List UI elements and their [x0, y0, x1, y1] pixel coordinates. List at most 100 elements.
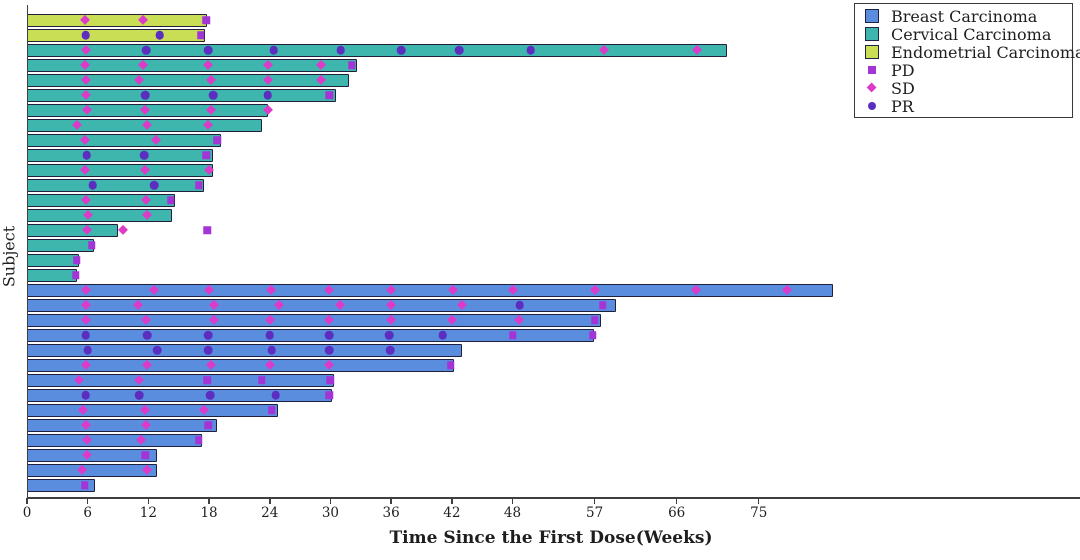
y-axis-spine [26, 5, 29, 498]
x-tick-label: 0 [22, 505, 32, 521]
marker-pd-square [508, 331, 517, 339]
color-swatch [865, 45, 879, 59]
swimmer-bar [27, 298, 616, 312]
marker-pd-square [589, 331, 597, 339]
swimmer-bar [27, 163, 214, 177]
marker-pd-square [202, 16, 210, 24]
x-tick [26, 498, 28, 504]
marker-pr-circle [269, 45, 279, 55]
marker-pd-square [203, 376, 211, 384]
marker-pd-square [447, 361, 455, 369]
x-tick-label: 66 [668, 505, 686, 521]
swimmer-bar [27, 418, 218, 432]
color-swatch [865, 9, 879, 23]
sd-marker-glyph [866, 82, 878, 94]
marker-pr-circle [81, 30, 90, 40]
x-tick [208, 498, 210, 504]
y-axis-title: Subject [0, 225, 19, 288]
legend-label: Cervical Carcinoma [891, 24, 1052, 44]
swimmer-bar [27, 178, 204, 192]
legend-box: Breast Carcinoma Cervical Carcinoma Endome… [854, 3, 1080, 118]
x-tick [593, 498, 596, 504]
marker-pr-circle [267, 345, 277, 355]
marker-pd-square [213, 136, 221, 144]
swimmer-bar [27, 43, 727, 57]
marker-pd-square [195, 181, 203, 189]
color-swatch [865, 27, 879, 41]
marker-pr-circle [325, 330, 334, 340]
marker-pd-square [87, 241, 96, 249]
marker-pr-circle [142, 45, 151, 55]
legend-label: SD [891, 78, 915, 98]
x-tick-label: 30 [321, 505, 340, 521]
x-tick [675, 498, 678, 504]
marker-pr-circle [203, 45, 213, 55]
swimmer-bar [27, 238, 94, 252]
marker-pr-circle [336, 45, 345, 55]
marker-pr-circle [81, 390, 90, 400]
marker-pr-circle [141, 90, 150, 100]
marker-sd-diamond [117, 224, 129, 236]
marker-pr-circle [396, 45, 406, 55]
swimmer-bar [27, 148, 214, 162]
marker-pr-circle [265, 330, 275, 340]
swimmer-bar [27, 253, 79, 267]
swimmer-bar [27, 28, 206, 42]
legend-item: Cervical Carcinoma [861, 24, 1066, 44]
legend-diamond-icon [861, 82, 883, 94]
marker-pd-square [599, 301, 607, 309]
marker-pd-square [141, 451, 150, 459]
marker-pr-circle [203, 330, 213, 340]
marker-pr-circle [325, 345, 334, 355]
legend-label: Endometrial Carcinoma [891, 42, 1080, 62]
swimmer-bar [27, 88, 336, 102]
x-tick-label: 6 [83, 505, 92, 521]
x-tick [329, 498, 332, 504]
x-tick-label: 57 [585, 505, 604, 521]
legend-circle-icon [861, 101, 883, 111]
legend-swatch-icon [861, 45, 883, 59]
swimmer-bar [27, 463, 158, 477]
marker-pd-square [257, 376, 266, 384]
swimmer-bar [27, 58, 357, 72]
marker-pr-circle [526, 45, 536, 55]
marker-pr-circle [515, 300, 525, 310]
marker-pd-square [326, 376, 335, 384]
marker-pd-square [268, 406, 276, 414]
marker-pr-circle [205, 390, 215, 400]
marker-pr-circle [82, 150, 91, 160]
x-tick [757, 498, 760, 504]
x-tick-label: 42 [443, 505, 461, 521]
swimmer-bar [27, 433, 202, 447]
pd-marker-glyph [868, 66, 876, 74]
marker-pd-square [71, 271, 80, 279]
marker-pd-square [590, 316, 599, 324]
legend-label: Breast Carcinoma [891, 6, 1038, 26]
marker-pd-square [325, 91, 334, 99]
marker-pr-circle [140, 150, 149, 160]
x-tick [511, 498, 514, 504]
marker-pd-square [72, 256, 81, 264]
marker-pr-circle [271, 390, 281, 400]
x-tick-label: 12 [139, 505, 157, 521]
marker-pd-square [202, 151, 210, 159]
swimmer-bar [27, 448, 158, 462]
marker-pd-square [204, 421, 212, 429]
swimmer-bar [27, 403, 278, 417]
swimmer-bar [27, 283, 833, 297]
swimmer-bar [27, 268, 77, 282]
swimmer-bar [27, 73, 349, 87]
marker-pr-circle [384, 330, 394, 340]
marker-pd-square [197, 31, 205, 39]
marker-pr-circle [83, 345, 92, 355]
swimmer-bar [27, 193, 175, 207]
legend-swatch-icon [861, 9, 883, 23]
swimmer-bar [27, 343, 462, 357]
x-tick [269, 498, 271, 504]
x-tick [451, 498, 453, 504]
x-axis-spine [26, 496, 1080, 499]
marker-pr-circle [81, 330, 90, 340]
legend-item: Endometrial Carcinoma [861, 43, 1080, 62]
x-tick [147, 498, 150, 504]
